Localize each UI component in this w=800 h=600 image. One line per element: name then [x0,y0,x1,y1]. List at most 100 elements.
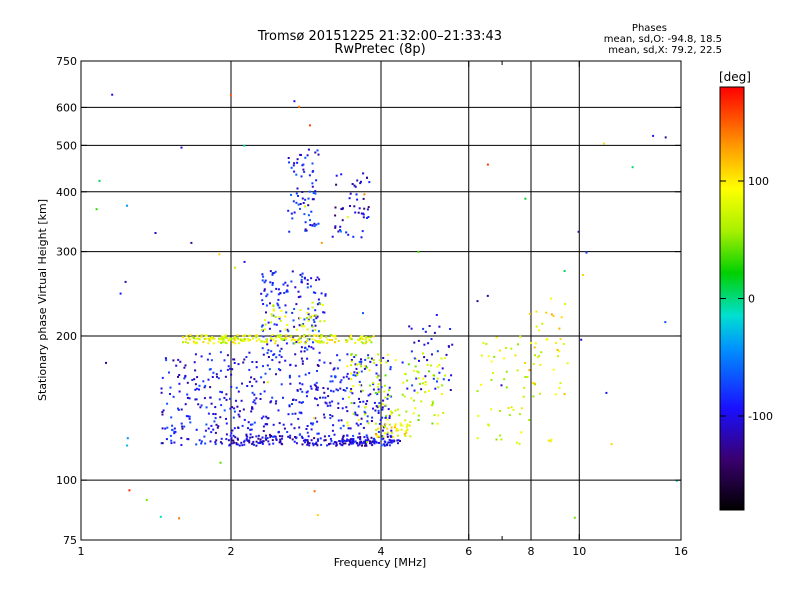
data-point [265,338,268,341]
data-point [273,272,276,274]
data-point [243,418,246,421]
data-point [304,342,307,345]
data-point [370,341,373,344]
data-point [264,437,267,440]
data-point [284,315,287,318]
data-point [238,410,241,413]
data-point [424,375,427,378]
data-point [345,341,348,343]
data-point [247,440,250,442]
data-point [313,314,316,317]
data-point [400,424,403,427]
data-point [384,396,387,399]
data-point [378,359,381,362]
data-point [350,388,353,390]
data-point [332,442,335,445]
data-point [350,442,353,445]
data-point [261,442,264,445]
data-point [243,440,246,443]
data-point [119,292,122,295]
data-point [337,389,339,392]
data-point [526,376,529,378]
data-point [558,327,561,330]
data-point [128,489,131,492]
data-point [324,293,327,296]
stats-o-line: mean, sd,O: -94.8, 18.5 [604,34,722,45]
data-point [390,441,393,444]
data-point [408,424,411,427]
data-point [217,340,220,343]
data-point [337,402,340,405]
data-point [534,354,536,357]
data-point [212,413,215,415]
data-point [317,153,320,156]
data-point [573,516,576,519]
data-point [280,347,283,350]
data-point [354,354,357,357]
data-point [519,335,522,338]
data-point [265,311,267,314]
data-point [242,340,245,342]
data-point [277,409,280,412]
data-point [329,362,332,365]
stats-heading: Phases [632,23,667,34]
data-point [388,438,391,441]
data-point [285,290,288,293]
data-point [277,431,280,434]
data-point [312,422,315,425]
data-point [535,325,538,328]
data-point [207,427,210,430]
data-point [245,437,248,440]
data-point [342,434,345,437]
data-point [328,339,331,341]
data-point [195,443,198,446]
data-point [314,192,317,195]
data-point [311,198,314,201]
data-point [186,381,189,384]
data-point [319,341,322,344]
data-point [275,437,278,440]
data-point [236,437,239,440]
data-point [349,192,352,195]
data-point [313,383,316,386]
data-point [495,336,498,339]
data-point [354,211,357,214]
data-point [307,313,310,316]
data-point [251,436,254,439]
data-point [345,440,348,442]
data-point [413,341,416,344]
data-point [228,339,231,341]
data-point [266,364,269,367]
data-point [229,434,232,437]
data-point [186,438,189,440]
data-point [532,362,535,365]
data-point [241,339,244,342]
data-point [419,382,421,385]
data-point [168,371,170,374]
data-point [240,399,243,402]
data-point [286,290,289,293]
data-point [330,375,333,378]
data-point [364,405,367,408]
data-point [295,340,298,343]
data-point [230,438,233,441]
data-point [358,397,360,400]
data-point [243,144,246,147]
data-point [350,359,353,361]
data-point [272,423,275,426]
data-point [510,406,513,409]
data-point [241,334,244,337]
y-tick-label: 750 [56,55,77,68]
data-point [557,355,559,358]
data-point [367,206,370,209]
data-point [326,444,329,447]
data-point [363,207,366,210]
data-point [287,413,290,416]
data-point [360,212,363,215]
data-point [261,279,264,282]
data-point [558,350,561,353]
data-point [345,406,348,409]
data-point [209,386,212,389]
data-point [304,373,307,376]
data-point [182,336,184,339]
